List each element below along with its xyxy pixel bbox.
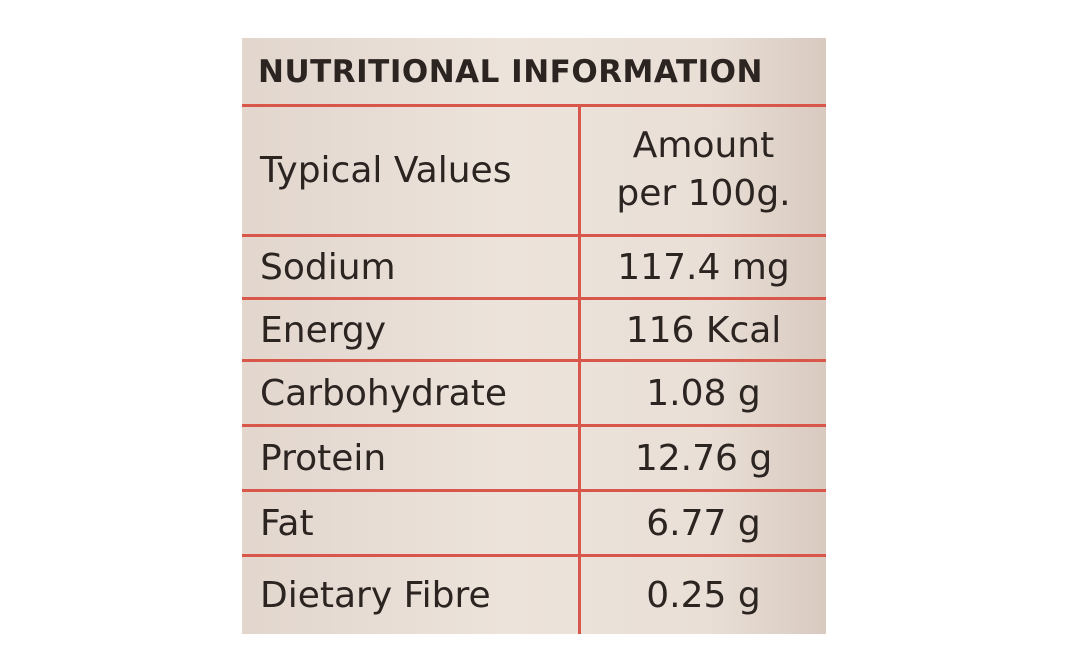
row-line <box>242 554 826 557</box>
nutrient-name: Protein <box>260 438 387 479</box>
header-line: per 100g. <box>616 173 791 214</box>
row-line <box>242 489 826 492</box>
nutrient-amount: 116 Kcal <box>625 309 782 351</box>
row-line <box>242 104 826 107</box>
row-line <box>242 359 826 362</box>
row-line <box>242 234 826 237</box>
column-divider <box>578 105 581 634</box>
nutrient-name: Carbohydrate <box>260 373 507 414</box>
nutrient-amount: 1.08 g <box>646 373 761 414</box>
column-header: Typical Values <box>260 149 512 191</box>
row-line <box>242 297 826 300</box>
row-line <box>242 424 826 427</box>
nutrient-amount: 117.4 mg <box>617 247 790 288</box>
nutrient-name: Dietary Fibre <box>260 575 491 616</box>
label-title: NUTRITIONAL INFORMATION <box>258 53 763 90</box>
nutrition-label: NUTRITIONAL INFORMATION Typical Values Am… <box>242 38 826 634</box>
column-header: Amount per 100g. <box>581 105 826 235</box>
nutrient-amount: 6.77 g <box>646 503 761 544</box>
nutrient-name: Fat <box>260 503 314 544</box>
nutrient-amount: 12.76 g <box>634 438 773 479</box>
header-line: Amount <box>632 125 775 166</box>
nutrient-name: Sodium <box>260 247 396 288</box>
nutrient-amount: 0.25 g <box>646 575 761 616</box>
nutrient-name: Energy <box>260 309 387 351</box>
